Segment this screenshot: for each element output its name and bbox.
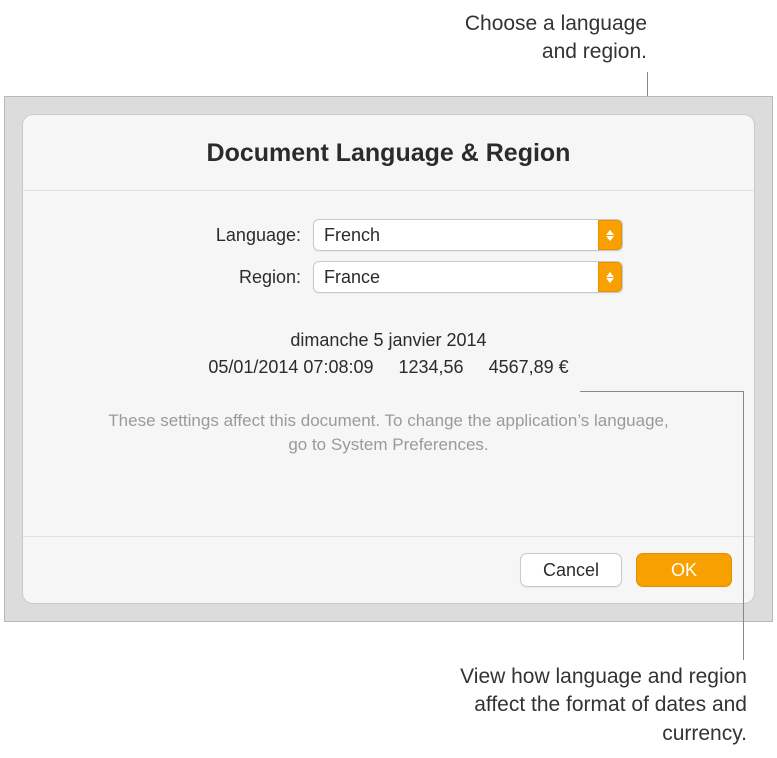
callout-bottom: View how language and region affect the … xyxy=(407,663,747,748)
preview-currency: 4567,89 € xyxy=(489,357,569,377)
preview-date-long: dimanche 5 janvier 2014 xyxy=(63,327,714,354)
dialog-header: Document Language & Region xyxy=(23,115,754,191)
callout-bottom-text: View how language and region affect the … xyxy=(460,665,747,745)
leader-bottom-vertical xyxy=(743,391,744,660)
language-popup[interactable]: French xyxy=(313,219,623,251)
language-value: French xyxy=(314,225,598,246)
region-row: Region: France xyxy=(63,261,714,293)
preview-line2: 05/01/2014 07:08:09 1234,56 4567,89 € xyxy=(63,354,714,381)
format-preview: dimanche 5 janvier 2014 05/01/2014 07:08… xyxy=(63,327,714,381)
language-region-dialog: Document Language & Region Language: Fre… xyxy=(23,115,754,603)
dialog-body: Language: French Region: France xyxy=(23,191,754,536)
language-label: Language: xyxy=(63,225,313,246)
cancel-button[interactable]: Cancel xyxy=(520,553,622,587)
ok-button[interactable]: OK xyxy=(636,553,732,587)
preview-datetime: 05/01/2014 07:08:09 xyxy=(208,357,373,377)
dialog-title: Document Language & Region xyxy=(43,139,734,168)
callout-top: Choose a language and region. xyxy=(387,10,647,67)
language-row: Language: French xyxy=(63,219,714,251)
preview-number: 1234,56 xyxy=(399,357,464,377)
region-popup[interactable]: France xyxy=(313,261,623,293)
updown-icon xyxy=(598,262,622,292)
region-value: France xyxy=(314,267,598,288)
region-label: Region: xyxy=(63,267,313,288)
leader-bottom-horizontal xyxy=(580,391,743,392)
ok-button-label: OK xyxy=(671,560,697,581)
dialog-footer: Cancel OK xyxy=(23,536,754,603)
screenshot-frame: Document Language & Region Language: Fre… xyxy=(4,96,773,622)
hint-text: These settings affect this document. To … xyxy=(63,409,714,457)
updown-icon xyxy=(598,220,622,250)
cancel-button-label: Cancel xyxy=(543,560,599,581)
callout-top-text: Choose a language and region. xyxy=(465,12,647,63)
